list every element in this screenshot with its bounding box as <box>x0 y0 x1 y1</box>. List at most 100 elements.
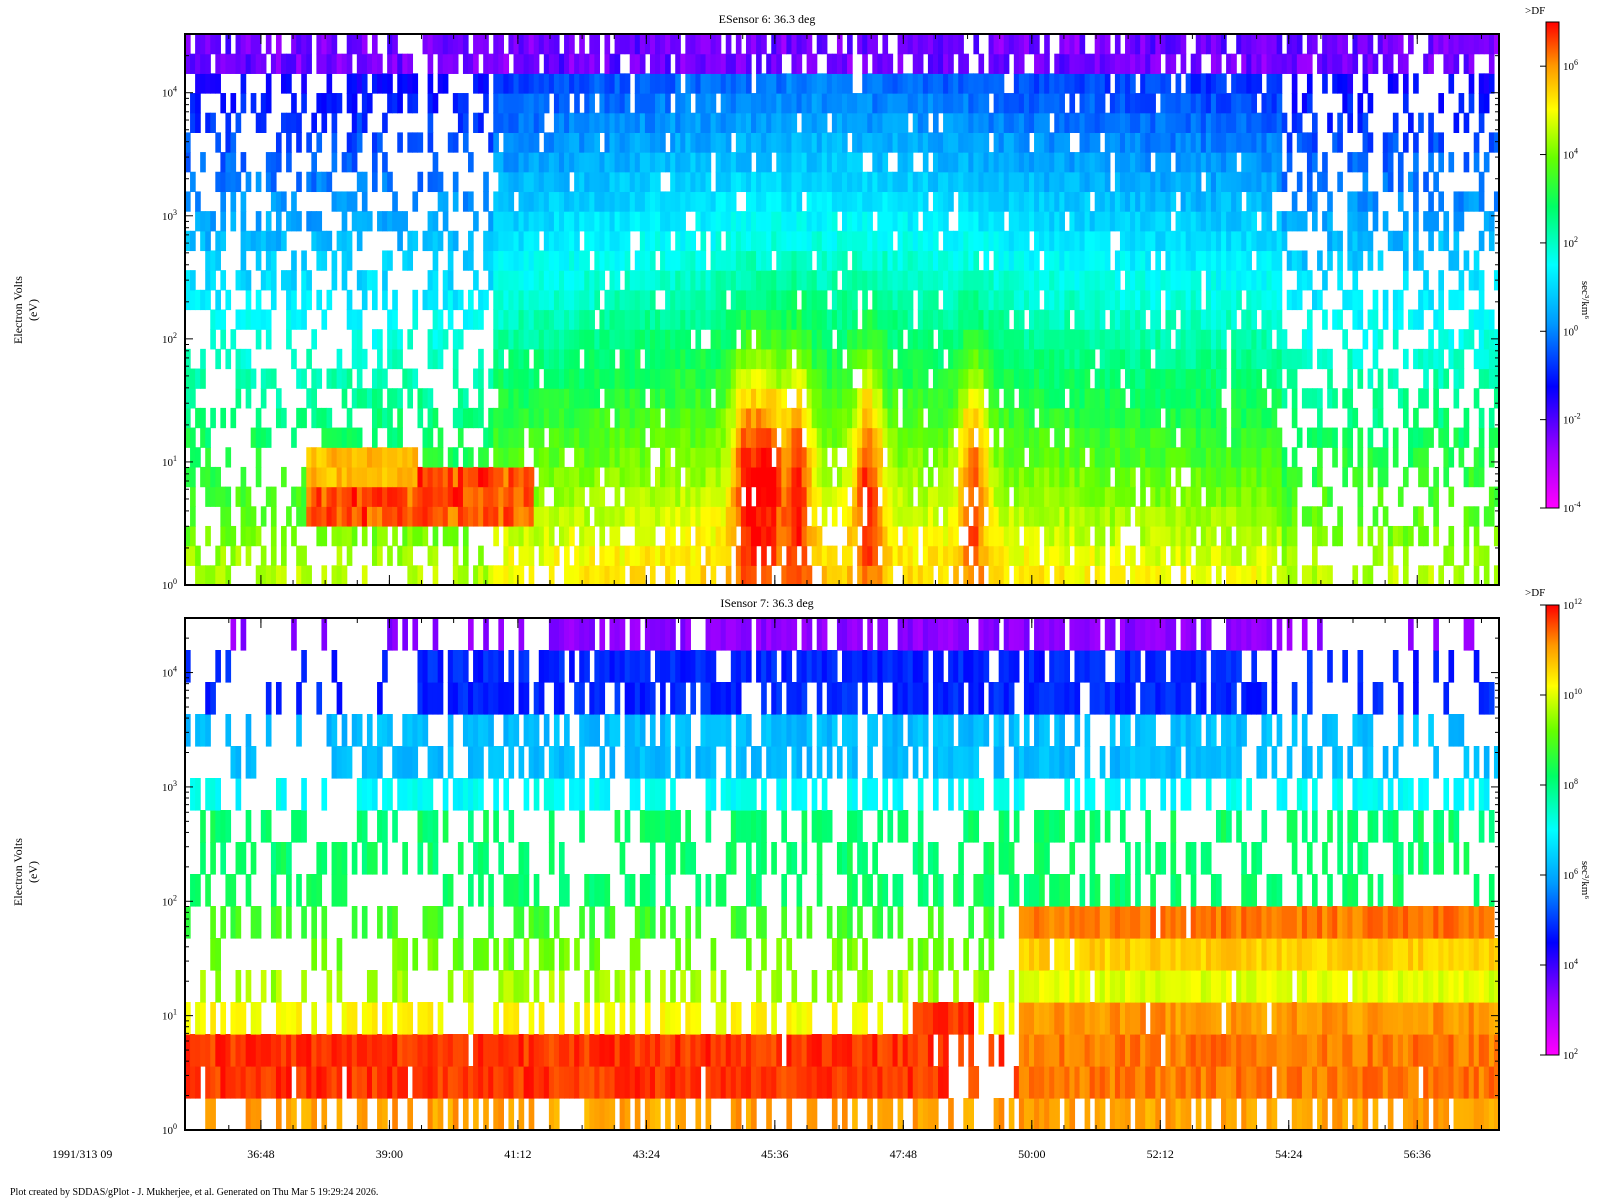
heatmap-cell <box>725 270 732 291</box>
heatmap-cell <box>998 486 1005 507</box>
heatmap-cell <box>306 171 312 193</box>
heatmap-cell <box>356 53 363 74</box>
heatmap-cell <box>1215 309 1222 330</box>
heatmap-cell <box>1074 34 1081 55</box>
heatmap-cell <box>371 407 378 429</box>
heatmap-cell <box>594 250 601 271</box>
heatmap-cell <box>281 112 287 133</box>
heatmap-cell <box>1155 525 1161 547</box>
heatmap-cell <box>685 93 691 114</box>
heatmap-cell <box>548 565 555 586</box>
heatmap-cell <box>275 191 282 212</box>
heatmap-cell <box>1296 171 1303 193</box>
heatmap-cell <box>1301 348 1308 370</box>
heatmap-cell <box>897 466 904 488</box>
heatmap-cell <box>680 545 686 566</box>
heatmap-cell <box>887 309 894 330</box>
heatmap-cell <box>1130 112 1136 133</box>
heatmap-cell <box>579 53 585 74</box>
heatmap-cell <box>387 93 393 114</box>
heatmap-cell <box>1276 250 1283 271</box>
heatmap-cell <box>503 171 510 193</box>
heatmap-cell <box>1059 486 1065 507</box>
heatmap-cell <box>912 348 919 370</box>
heatmap-cell <box>796 93 803 114</box>
heatmap-cell <box>1018 191 1025 212</box>
heatmap-cell <box>761 34 767 55</box>
heatmap-cell <box>1049 132 1055 153</box>
heatmap-cell <box>811 407 818 429</box>
heatmap-cell <box>1109 447 1116 468</box>
heatmap-cell <box>356 368 363 389</box>
heatmap-cell <box>1291 565 1298 586</box>
heatmap-cell <box>1099 93 1106 114</box>
heatmap-cell <box>387 407 393 429</box>
heatmap-cell <box>877 466 884 488</box>
heatmap-cell <box>240 191 247 212</box>
heatmap-cell <box>528 545 535 566</box>
heatmap-cell <box>1190 152 1197 173</box>
heatmap-cell <box>766 506 772 527</box>
heatmap-cell <box>609 368 616 389</box>
heatmap-cell <box>1327 388 1333 409</box>
heatmap-cell <box>523 73 530 94</box>
heatmap-cell <box>427 211 434 232</box>
heatmap-cell <box>1185 73 1192 94</box>
heatmap-cell <box>1190 73 1197 94</box>
heatmap-cell <box>685 329 691 350</box>
heatmap-cell <box>200 407 206 429</box>
heatmap-cell <box>882 368 889 389</box>
heatmap-cell <box>811 466 818 488</box>
heatmap-cell <box>1135 309 1141 330</box>
heatmap-cell <box>503 506 510 527</box>
heatmap-cell <box>1028 506 1035 527</box>
heatmap-cell <box>781 486 787 507</box>
heatmap-cell <box>1180 112 1187 133</box>
heatmap-cell <box>1049 309 1055 330</box>
heatmap-cell <box>518 191 525 212</box>
heatmap-cell <box>1018 545 1025 566</box>
heatmap-cell <box>1094 565 1101 586</box>
heatmap-cell <box>922 34 929 55</box>
heatmap-cell <box>1301 53 1308 74</box>
heatmap-cell <box>265 329 272 350</box>
heatmap-cell <box>291 289 297 311</box>
heatmap-cell <box>963 309 969 330</box>
heatmap-cell <box>1130 427 1136 448</box>
heatmap-cell <box>1089 289 1096 311</box>
heatmap-cell <box>614 152 621 173</box>
heatmap-cell <box>1145 525 1151 547</box>
heatmap-cell <box>533 211 540 232</box>
heatmap-cell <box>1246 152 1252 173</box>
heatmap-cell <box>978 525 985 547</box>
heatmap-cell <box>1205 506 1212 527</box>
heatmap-cell <box>498 250 504 271</box>
heatmap-cell <box>1084 250 1091 271</box>
heatmap-cell <box>589 132 595 153</box>
heatmap-cell <box>907 525 914 547</box>
heatmap-cell <box>548 289 555 311</box>
heatmap-cell <box>1094 211 1101 232</box>
heatmap-cell <box>336 93 343 114</box>
heatmap-cell <box>1023 171 1030 193</box>
heatmap-cell <box>528 309 535 330</box>
heatmap-cell <box>1266 191 1273 212</box>
heatmap-cell <box>1180 368 1187 389</box>
heatmap-cell <box>614 191 621 212</box>
heatmap-cell <box>1084 466 1091 488</box>
heatmap-cell <box>1069 427 1076 448</box>
heatmap-cell <box>751 230 757 252</box>
heatmap-cell <box>831 407 838 429</box>
heatmap-cell <box>1008 545 1015 566</box>
heatmap-cell <box>240 34 247 55</box>
heatmap-cell <box>695 53 702 74</box>
heatmap-cell <box>958 152 964 173</box>
heatmap-cell <box>988 191 995 212</box>
heatmap-cell <box>594 230 601 252</box>
heatmap-cell <box>286 132 292 153</box>
heatmap-cell <box>740 270 747 291</box>
heatmap-cell <box>720 73 727 94</box>
heatmap-cell <box>1039 447 1045 468</box>
heatmap-cell <box>432 447 439 468</box>
heatmap-cell <box>185 132 191 153</box>
